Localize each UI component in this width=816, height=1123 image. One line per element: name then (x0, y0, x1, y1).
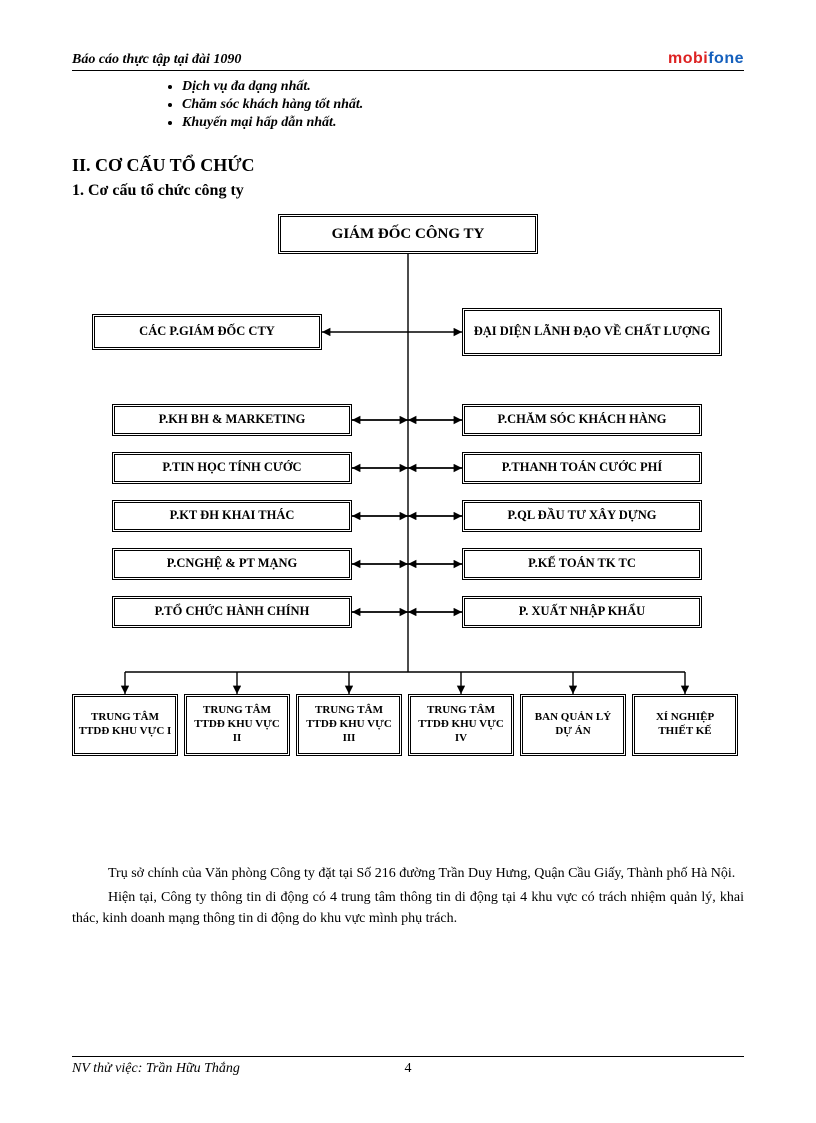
header-title: Báo cáo thực tập tại đài 1090 (72, 52, 241, 68)
org-node-dept: P.KẾ TOÁN TK TC (462, 548, 702, 580)
org-node-dept: P.KH BH & MARKETING (112, 404, 352, 436)
org-node-bottom: BAN QUẢN LÝ DỰ ÁN (520, 694, 626, 756)
bullet-item: Khuyến mại hấp dẫn nhất. (182, 115, 744, 131)
org-node-dept: P.KT ĐH KHAI THÁC (112, 500, 352, 532)
logo-part2: fone (708, 50, 744, 67)
section-heading: II. CƠ CẤU TỔ CHỨC (72, 155, 744, 176)
org-node-top: GIÁM ĐỐC CÔNG TY (278, 214, 538, 254)
org-node-bottom: TRUNG TÂM TTDĐ KHU VỰC I (72, 694, 178, 756)
body-text: Trụ sở chính của Văn phòng Công ty đặt t… (72, 864, 744, 929)
logo-part1: mobi (668, 50, 708, 67)
page-header: Báo cáo thực tập tại đài 1090 mobifone (72, 50, 744, 71)
org-node-dept: P.CHĂM SÓC KHÁCH HÀNG (462, 404, 702, 436)
org-node-bottom: TRUNG TÂM TTDĐ KHU VỰC III (296, 694, 402, 756)
footer-page-number: 4 (405, 1061, 412, 1077)
org-chart: GIÁM ĐỐC CÔNG TY CÁC P.GIÁM ĐỐC CTY ĐẠI … (72, 214, 744, 814)
bullet-item: Chăm sóc khách hàng tốt nhất. (182, 97, 744, 113)
org-node-l2-left: CÁC P.GIÁM ĐỐC CTY (92, 314, 322, 350)
org-node-bottom: TRUNG TÂM TTDĐ KHU VỰC II (184, 694, 290, 756)
subsection-heading: 1. Cơ cấu tổ chức công ty (72, 182, 744, 200)
org-node-bottom: XÍ NGHIỆP THIẾT KẾ (632, 694, 738, 756)
org-node-dept: P.TỔ CHỨC HÀNH CHÍNH (112, 596, 352, 628)
footer-author: NV thử việc: Trần Hữu Thắng (72, 1061, 240, 1077)
page-footer: NV thử việc: Trần Hữu Thắng 4 (72, 1056, 744, 1077)
org-node-dept: P.THANH TOÁN CƯỚC PHÍ (462, 452, 702, 484)
org-node-dept: P.CNGHỆ & PT MẠNG (112, 548, 352, 580)
paragraph: Hiện tại, Công ty thông tin di động có 4… (72, 888, 744, 929)
bullet-list: Dịch vụ đa dạng nhất. Chăm sóc khách hàn… (182, 79, 744, 131)
org-node-l2-right: ĐẠI DIỆN LÃNH ĐẠO VỀ CHẤT LƯỢNG (462, 308, 722, 356)
org-node-dept: P.QL ĐẦU TƯ XÂY DỰNG (462, 500, 702, 532)
paragraph: Trụ sở chính của Văn phòng Công ty đặt t… (72, 864, 744, 884)
org-node-bottom: TRUNG TÂM TTDĐ KHU VỰC IV (408, 694, 514, 756)
org-node-dept: P. XUẤT NHẬP KHẨU (462, 596, 702, 628)
org-node-dept: P.TIN HỌC TÍNH CƯỚC (112, 452, 352, 484)
logo: mobifone (668, 50, 744, 68)
bullet-item: Dịch vụ đa dạng nhất. (182, 79, 744, 95)
